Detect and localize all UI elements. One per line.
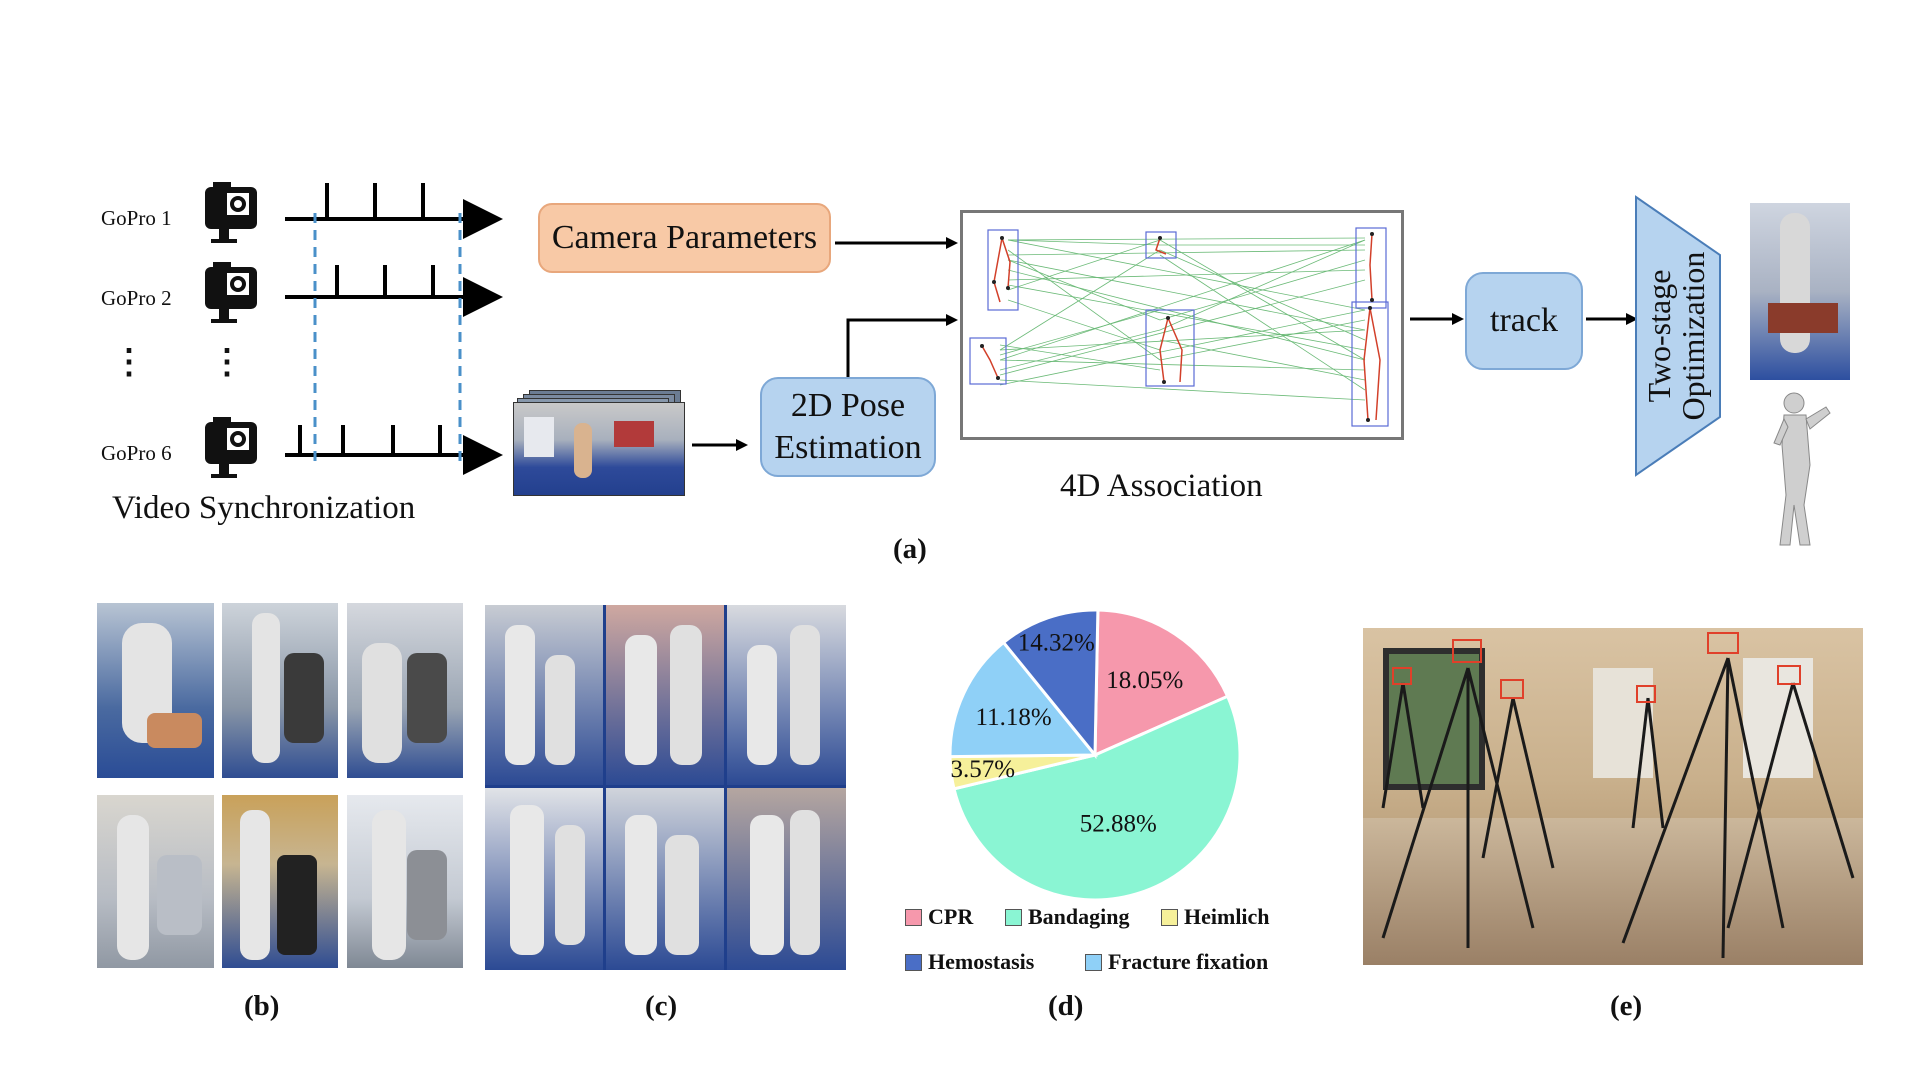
pie-slice-fracture-fixation	[948, 640, 1099, 759]
arrow-to-track	[1410, 313, 1464, 325]
pie-chart: 18.05% 52.88% 3.57% 11.18% 14.32%	[948, 608, 1242, 902]
pie-slice-hemostasis	[1001, 608, 1100, 760]
pie-label-fracture-fixation: 11.18%	[976, 704, 1052, 731]
pie-slice-cpr	[1093, 608, 1230, 758]
legend-swatch-heimlich	[1161, 908, 1178, 926]
photo-b3	[347, 603, 463, 778]
gopro-6-label: GoPro 6	[101, 441, 172, 465]
ellipsis-camera: ⋮	[210, 344, 244, 381]
caption-d: (d)	[1048, 990, 1084, 1022]
optimization-block: Two-stage Optimization	[1635, 195, 1721, 477]
legend-item-bandaging: Bandaging	[1005, 904, 1130, 930]
ellipsis-label: ⋮	[112, 344, 146, 381]
camera-icon	[205, 182, 257, 243]
image-frames-stack	[513, 390, 685, 496]
opt-line-2: Optimization	[1675, 252, 1711, 421]
photo-b2	[222, 603, 338, 778]
legend-item-cpr: CPR	[905, 904, 973, 930]
photo-b1	[97, 603, 214, 778]
camera-parameters-box: Camera Parameters	[538, 203, 831, 273]
pose-line-1: 2D Pose	[790, 386, 906, 424]
photo-b6	[347, 795, 463, 968]
legend-label-hemostasis: Hemostasis	[928, 949, 1035, 974]
track-box: track	[1465, 272, 1583, 370]
camera-icon	[205, 262, 257, 323]
video-sync-title: Video Synchronization	[112, 490, 416, 526]
legend-swatch-cpr	[905, 908, 922, 926]
association-label: 4D Association	[1060, 468, 1263, 504]
legend-label-cpr: CPR	[928, 904, 974, 929]
legend-label-bandaging: Bandaging	[1028, 904, 1130, 929]
gopro-1-label: GoPro 1	[101, 206, 172, 230]
legend-item-heimlich: Heimlich	[1161, 904, 1270, 930]
pie-slice-bandaging	[952, 694, 1242, 902]
legend-label-heimlich: Heimlich	[1184, 904, 1270, 929]
opt-line-1: Two-stage	[1641, 270, 1677, 403]
photo-b4	[97, 795, 214, 968]
pose-line-2: Estimation	[774, 429, 922, 466]
pie-label-cpr: 18.05%	[1106, 667, 1183, 694]
legend-label-fracture: Fracture fixation	[1108, 949, 1269, 974]
gopro-2-label: GoPro 2	[101, 286, 172, 310]
caption-a: (a)	[893, 533, 927, 565]
pose-estimation-box: 2D Pose Estimation	[760, 377, 936, 477]
caption-b: (b)	[244, 990, 280, 1022]
camera-icon	[205, 417, 257, 478]
legend-item-fracture: Fracture fixation	[1085, 949, 1268, 975]
arrow-frames-to-pose	[692, 439, 748, 451]
sync-timelines	[205, 182, 503, 478]
photo-b5	[222, 795, 338, 968]
caption-c: (c)	[645, 990, 678, 1022]
photo-grid-c	[485, 605, 846, 970]
output-photo	[1750, 203, 1850, 380]
arrow-to-optimization	[1586, 313, 1638, 325]
legend-swatch-hemostasis	[905, 953, 922, 971]
output-mesh-figure	[1773, 392, 1831, 546]
photo-capture-room	[1363, 628, 1863, 965]
caption-e: (e)	[1610, 990, 1643, 1022]
legend-item-hemostasis: Hemostasis	[905, 949, 1034, 975]
association-graph	[960, 210, 1404, 440]
pie-label-bandaging: 52.88%	[1080, 811, 1157, 838]
arrows-to-association	[835, 237, 958, 377]
legend-swatch-bandaging	[1005, 908, 1022, 926]
legend-swatch-fracture	[1085, 953, 1102, 971]
pie-label-hemostasis: 14.32%	[1018, 630, 1095, 657]
pie-label-heimlich: 3.57%	[950, 756, 1015, 783]
